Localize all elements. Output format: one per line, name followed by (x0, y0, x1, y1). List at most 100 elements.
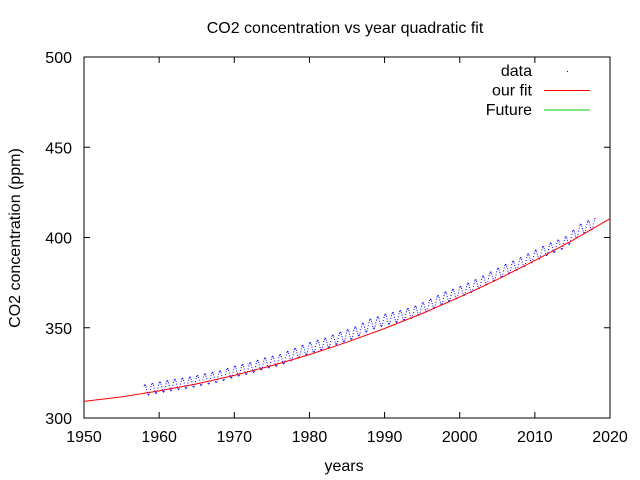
data-point (222, 379, 224, 381)
data-point (305, 353, 307, 355)
data-point (384, 314, 386, 316)
data-point (502, 273, 504, 275)
data-point (559, 243, 561, 245)
data-point (469, 289, 471, 291)
data-point (457, 295, 459, 297)
data-point (336, 343, 338, 345)
data-point (330, 338, 332, 340)
data-point (533, 256, 535, 258)
data-point (405, 311, 407, 313)
data-point (436, 298, 438, 300)
data-point (263, 358, 265, 360)
data-point (471, 291, 473, 293)
data-point (240, 370, 242, 372)
data-point (459, 286, 461, 288)
data-point (506, 268, 508, 270)
data-point (543, 247, 545, 249)
data-point (499, 271, 501, 273)
data-point (350, 338, 352, 340)
data-point (518, 263, 520, 265)
data-point (212, 372, 214, 374)
data-point (394, 319, 396, 321)
data-point (524, 263, 526, 265)
data-point (474, 280, 476, 282)
data-point (211, 371, 213, 373)
y-tick-label: 450 (45, 140, 72, 157)
data-point (380, 325, 382, 327)
data-point (162, 390, 164, 392)
data-point (248, 363, 250, 365)
data-point (496, 271, 498, 273)
data-point (207, 382, 209, 384)
data-point (449, 298, 451, 300)
data-point (419, 311, 421, 313)
data-point (389, 322, 391, 324)
data-point (499, 274, 501, 276)
legend-label: our fit (492, 83, 533, 100)
data-point (400, 310, 402, 312)
data-point (453, 290, 455, 292)
data-point (531, 262, 533, 264)
data-point (388, 323, 390, 325)
data-point (546, 255, 548, 257)
data-point (481, 278, 483, 280)
data-point (526, 254, 528, 256)
data-point (254, 368, 256, 370)
data-point (446, 293, 448, 295)
data-point (316, 340, 318, 342)
data-point (473, 282, 475, 284)
data-point (187, 382, 189, 384)
data-point (379, 320, 381, 322)
data-point (146, 391, 148, 393)
data-point (395, 321, 397, 323)
data-point (573, 229, 575, 231)
data-point (307, 348, 309, 350)
data-point (543, 246, 545, 248)
data-point (485, 283, 487, 285)
data-point (440, 303, 442, 305)
data-point (404, 319, 406, 321)
data-point (163, 390, 165, 392)
data-point (260, 369, 262, 371)
data-point (427, 308, 429, 310)
data-point (545, 252, 547, 254)
data-point (322, 346, 324, 348)
series-data (143, 218, 596, 396)
data-point (568, 243, 570, 245)
data-point (455, 297, 457, 299)
data-point (488, 278, 490, 280)
data-point (246, 373, 248, 375)
data-point (542, 246, 544, 248)
data-point (552, 249, 554, 251)
data-point (309, 342, 311, 344)
data-point (318, 342, 320, 344)
data-point (295, 348, 297, 350)
data-point (373, 328, 375, 330)
data-point (497, 267, 499, 269)
data-point (585, 226, 587, 228)
data-point (174, 378, 176, 380)
data-point (421, 303, 423, 305)
data-point (550, 242, 552, 244)
data-point (357, 333, 359, 335)
data-point (472, 285, 474, 287)
data-point (147, 394, 149, 396)
data-point (223, 379, 225, 381)
data-point (443, 294, 445, 296)
data-point (335, 343, 337, 345)
data-point (193, 385, 195, 387)
data-point (238, 375, 240, 377)
data-point (550, 242, 552, 244)
data-point (506, 265, 508, 267)
data-point (322, 343, 324, 345)
data-point (225, 374, 227, 376)
data-point (583, 232, 585, 234)
data-point (152, 383, 154, 385)
data-point (449, 300, 451, 302)
data-point (431, 303, 433, 305)
data-point (374, 325, 376, 327)
data-point (536, 253, 538, 255)
data-point (377, 316, 379, 318)
data-point (197, 375, 199, 377)
data-point (351, 337, 353, 339)
